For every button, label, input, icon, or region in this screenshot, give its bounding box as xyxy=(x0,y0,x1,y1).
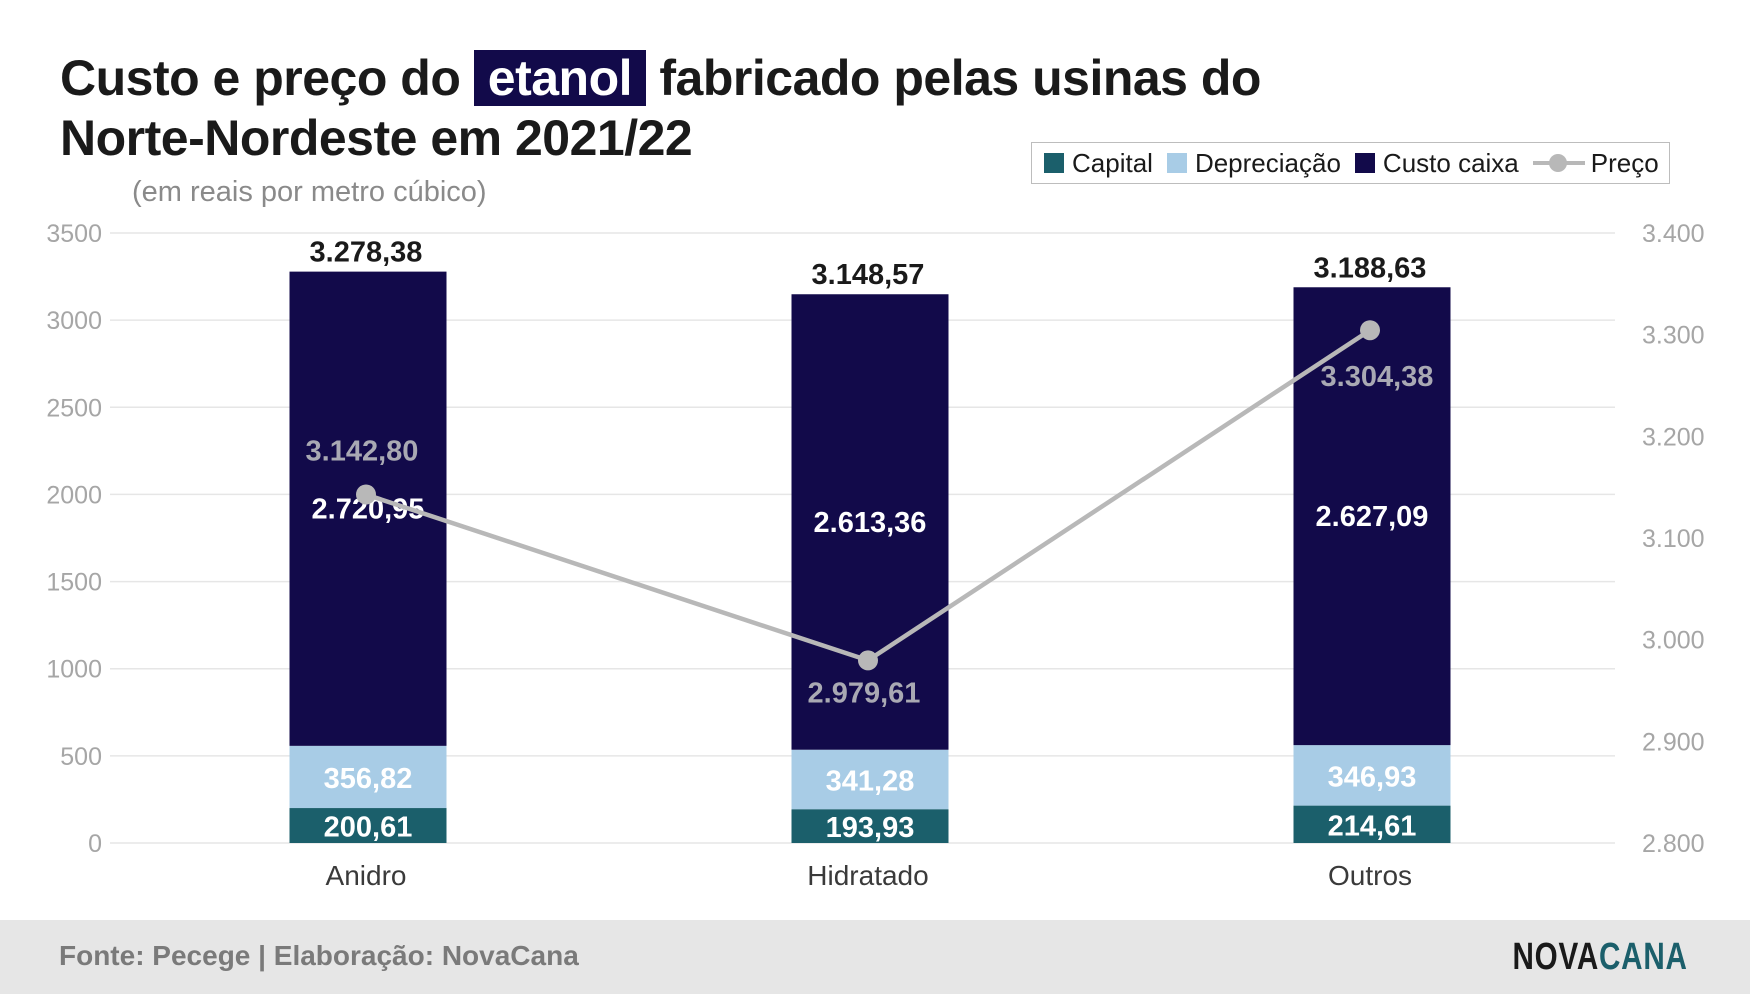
bar-total-label: 3.188,63 xyxy=(1314,252,1427,284)
legend-item-capital: Capital xyxy=(1044,148,1153,179)
bar-data-label: 341,28 xyxy=(826,765,915,797)
bar-data-label: 200,61 xyxy=(324,812,413,844)
y-right-tick-label: 3.200 xyxy=(1642,423,1705,451)
x-tick-label: Hidratado xyxy=(807,860,928,891)
y-left-tick-label: 2500 xyxy=(46,394,102,422)
legend-swatch-depreciacao xyxy=(1166,153,1187,173)
brand-logo-part1: NOVA xyxy=(1512,936,1600,978)
brand-logo-part2: CANA xyxy=(1599,936,1688,978)
legend-item-depreciacao: Depreciação xyxy=(1166,147,1341,179)
y-left-tick-label: 3000 xyxy=(46,307,102,335)
line-data-label: 3.142,80 xyxy=(306,435,419,467)
chart-title: Custo e preço do etanol fabricado pelas … xyxy=(60,48,1340,168)
bar-segment xyxy=(791,294,949,750)
y-right-tick-label: 3.100 xyxy=(1642,525,1705,553)
y-left-tick-label: 500 xyxy=(60,743,102,771)
y-right-tick-label: 3.300 xyxy=(1642,322,1705,350)
bar-data-label: 346,93 xyxy=(1328,761,1417,793)
line-data-label: 3.304,38 xyxy=(1321,361,1434,393)
y-right-tick-label: 2.800 xyxy=(1642,830,1705,858)
bar-segment xyxy=(1293,805,1451,843)
legend-label-capital: Capital xyxy=(1072,147,1153,178)
bar-data-label: 193,93 xyxy=(826,812,915,844)
chart-legend: Capital Depreciação Custo caixa Preço xyxy=(1031,142,1670,184)
y-left-tick-label: 1000 xyxy=(46,656,102,684)
chart-plot: 0 500 1000 1500 2000 2500 3000 3500 2.800 2.900 3.… xyxy=(46,220,1705,891)
bar-segment xyxy=(289,271,447,746)
y-left-tick-label: 3500 xyxy=(46,220,102,248)
y-left-tick-label: 1500 xyxy=(46,569,102,597)
chart-card: Custo e preço do etanol fabricado pelas … xyxy=(0,0,1750,920)
footer: Fonte: Pecege | Elaboração: NovaCana NOV… xyxy=(0,920,1750,994)
bar-segment xyxy=(791,809,949,843)
legend-label-preco: Preço xyxy=(1590,147,1659,178)
legend-label-custo-caixa: Custo caixa xyxy=(1382,147,1519,178)
y-right-tick-label: 3.400 xyxy=(1642,220,1705,248)
y-right-tick-label: 3.000 xyxy=(1642,627,1705,655)
bar-total-label: 3.148,57 xyxy=(812,259,925,291)
x-tick-label: Outros xyxy=(1328,860,1412,891)
bar-data-label: 2.627,09 xyxy=(1316,501,1429,533)
title-text-before: Custo e preço do xyxy=(60,50,474,106)
line-point xyxy=(1360,320,1380,341)
bar-segment xyxy=(289,745,447,809)
legend-swatch-capital xyxy=(1044,153,1064,173)
legend-label-depreciacao: Depreciação xyxy=(1194,147,1341,178)
y-left-tick-label: 2000 xyxy=(46,481,102,509)
bar-data-label: 2.613,36 xyxy=(814,507,927,539)
legend-marker-preco xyxy=(1532,153,1585,173)
x-tick-label: Anidro xyxy=(326,860,407,891)
bar-data-label: 356,82 xyxy=(324,763,413,795)
title-text-after: fabricado pelas usinas do Norte-Nordeste… xyxy=(60,50,1261,166)
bar-data-label: 214,61 xyxy=(1328,810,1417,842)
y-left-tick-label: 0 xyxy=(88,830,102,858)
source-note: Fonte: Pecege | Elaboração: NovaCana xyxy=(59,940,579,971)
bar-total-label: 3.278,38 xyxy=(310,237,423,269)
legend-item-custo-caixa: Custo caixa xyxy=(1354,147,1519,179)
line-point xyxy=(356,484,376,505)
brand-logo: NOVACANA xyxy=(1513,936,1688,979)
bar-segment xyxy=(289,808,447,843)
line-data-label: 2.979,61 xyxy=(808,677,921,709)
legend-item-preco: Preço xyxy=(1532,147,1659,179)
line-point xyxy=(858,650,878,671)
y-right-tick-label: 2.900 xyxy=(1642,728,1705,756)
bar-segment xyxy=(791,749,949,810)
title-highlight: etanol xyxy=(473,50,647,106)
bar-segment xyxy=(1293,745,1451,806)
chart-subtitle: (em reais por metro cúbico) xyxy=(132,176,487,208)
legend-swatch-custo-caixa xyxy=(1354,153,1375,173)
